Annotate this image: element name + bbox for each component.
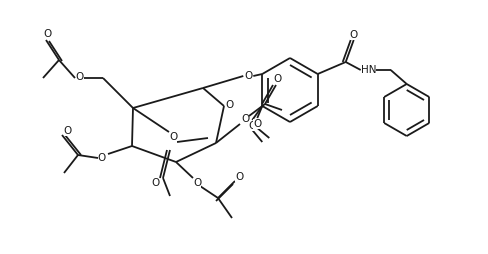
Text: O: O <box>64 126 72 136</box>
Text: O: O <box>349 30 357 40</box>
Text: HN: HN <box>360 65 376 75</box>
Text: O: O <box>151 178 159 188</box>
Text: O: O <box>244 71 252 81</box>
Text: O: O <box>192 178 201 188</box>
Text: O: O <box>253 119 261 129</box>
Text: O: O <box>225 100 234 110</box>
Text: O: O <box>76 72 84 82</box>
Text: O: O <box>98 153 106 163</box>
Text: O: O <box>272 74 281 84</box>
Text: O: O <box>241 114 248 124</box>
Text: O: O <box>168 132 177 142</box>
Text: O: O <box>234 172 243 182</box>
Text: O: O <box>247 121 256 131</box>
Text: O: O <box>43 29 51 39</box>
